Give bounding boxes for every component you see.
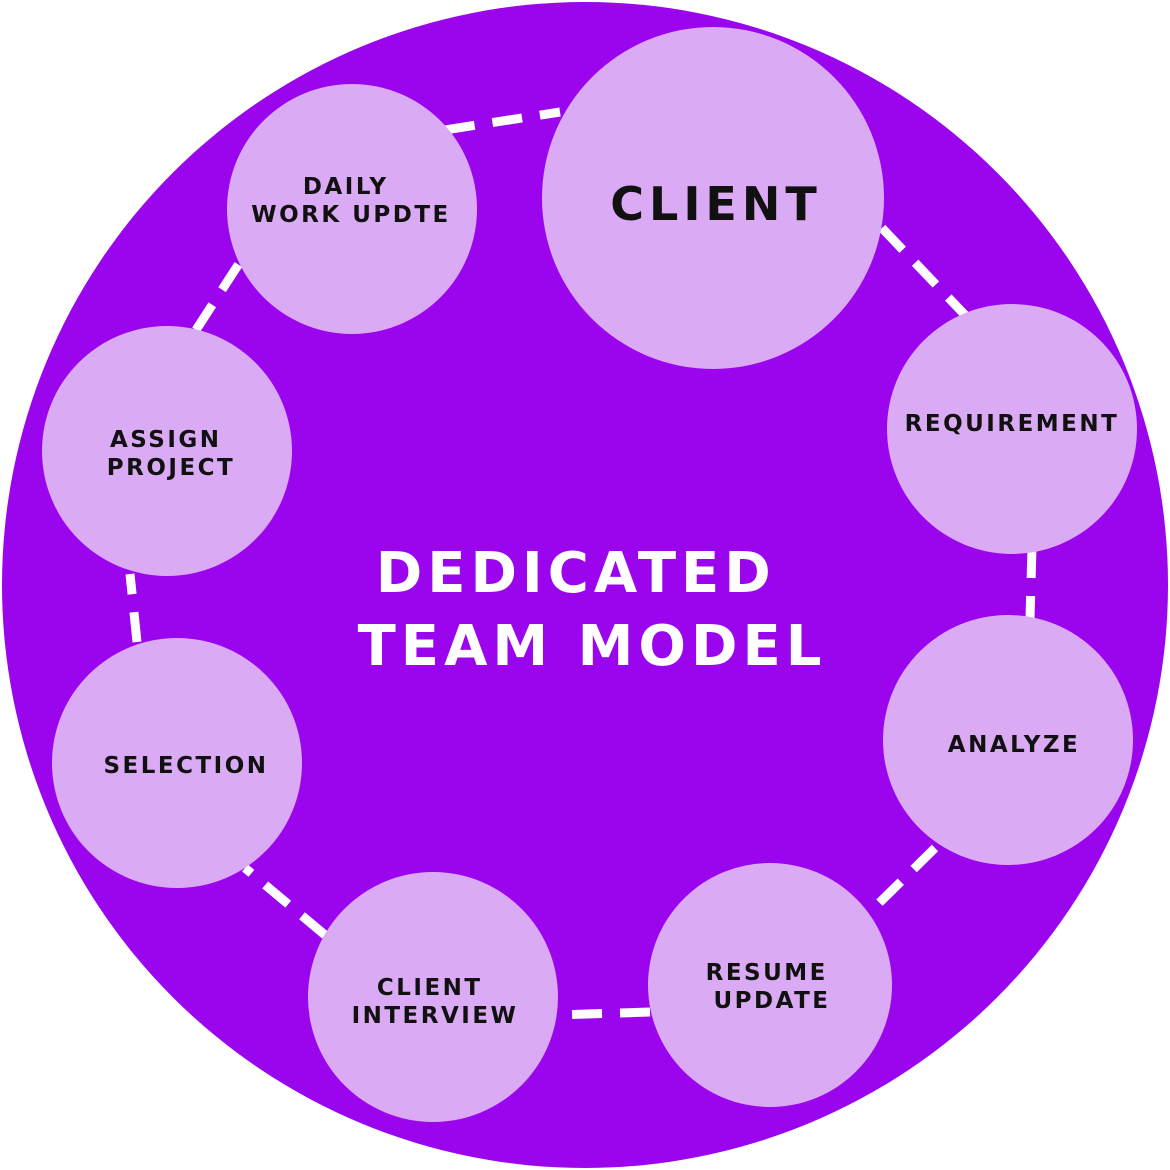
analyze-label: ANALYZE <box>948 732 1080 758</box>
connector-requirement-to-analyze <box>1025 547 1037 619</box>
connector-resume-to-interview <box>554 1007 651 1020</box>
node-client <box>542 27 884 369</box>
connector-selection-to-assign <box>125 573 142 643</box>
node-analyze <box>883 615 1133 865</box>
node-daily-work-update <box>227 84 477 334</box>
connector-interview-to-selection <box>242 864 328 939</box>
client-interview-label: CLIENT INTERVIEW <box>352 975 519 1029</box>
connector-daily-to-client <box>444 107 561 135</box>
requirement-label: REQUIREMENT <box>905 411 1120 437</box>
node-assign-project <box>42 326 292 576</box>
center-title-line-2: TEAM MODEL <box>358 614 827 679</box>
node-resume-update <box>648 863 892 1107</box>
assign-project-label: ASSIGN PROJECT <box>107 427 235 481</box>
center-title: DEDICATED TEAM MODEL <box>358 541 827 679</box>
node-requirement <box>887 304 1137 554</box>
client-label: CLIENT <box>610 177 821 231</box>
resume-update-label: RESUME UPDATE <box>706 960 839 1014</box>
selection-label: SELECTION <box>103 753 268 779</box>
connector-analyze-to-resume <box>866 844 939 916</box>
node-circles <box>42 27 1137 1122</box>
node-selection <box>52 638 302 888</box>
center-title-line-1: DEDICATED <box>376 541 776 606</box>
connector-client-to-requirement <box>878 224 969 319</box>
node-labels: CLIENT REQUIREMENT ANALYZE RESUME UPDATE… <box>103 174 1120 1029</box>
node-client-interview <box>308 872 558 1122</box>
daily-work-update-label: DAILY WORK UPDTE <box>251 174 451 228</box>
connector-assign-to-daily <box>192 259 244 333</box>
dashed-connectors <box>125 107 1037 1020</box>
